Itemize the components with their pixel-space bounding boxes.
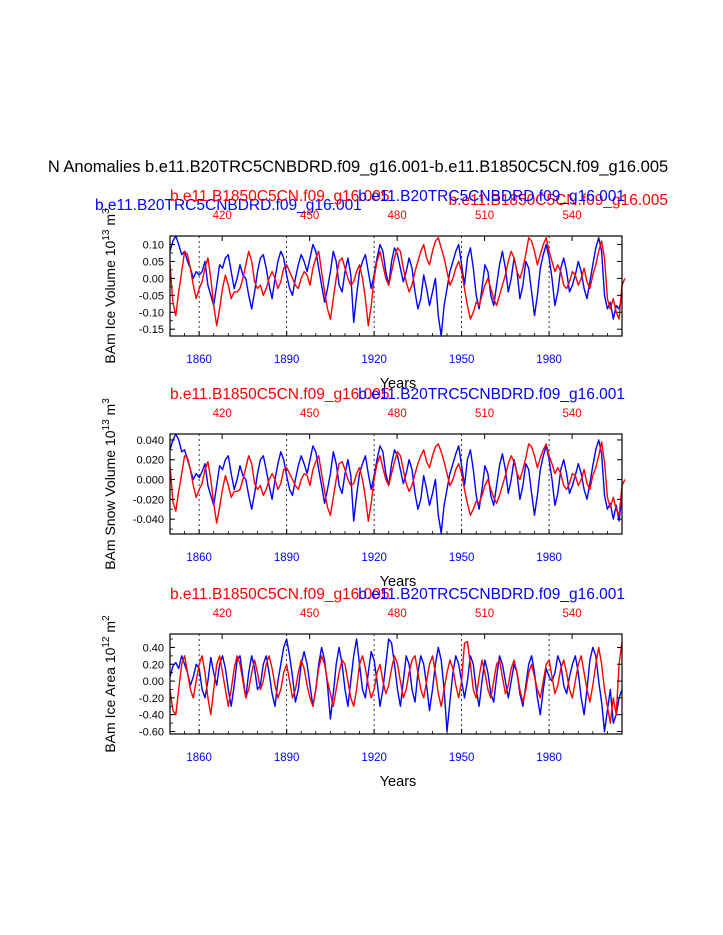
y-tick-label: 0.020 [136, 455, 164, 467]
y-tick-label: -0.040 [133, 514, 164, 526]
x-tick-label-top: 450 [300, 608, 319, 620]
x-tick-label-bottom: 1890 [274, 552, 300, 564]
chart-panel-1: b.e11.B1850C5CN.f09_g16.005b.e11.B20TRC5… [101, 188, 626, 392]
x-tick-label-top: 480 [388, 408, 407, 420]
x-tick-label-top: 480 [388, 210, 407, 222]
y-axis-label: BAm Ice Volume 1013 m3 [101, 208, 118, 364]
y-axis-label-part: BAm Ice Area 10 [102, 647, 118, 752]
y-tick-label: 0.05 [143, 256, 164, 268]
x-tick-label-bottom: 1860 [186, 552, 212, 564]
y-axis-label-part: 13 [101, 419, 112, 431]
y-axis-label-part: BAm Ice Volume 10 [102, 240, 118, 363]
x-tick-label-top: 540 [563, 210, 582, 222]
y-axis-label-part: m [102, 404, 118, 420]
panel-title-right: b.e11.B20TRC5CNBDRD.f09_g16.001 [358, 386, 625, 403]
y-axis-label-part: 2 [101, 615, 112, 621]
y-tick-label: 0.040 [136, 435, 164, 447]
y-tick-label: -0.10 [139, 307, 164, 319]
series-line-blue [169, 433, 623, 534]
x-tick-label-top: 420 [213, 210, 232, 222]
series-line-red [169, 236, 626, 327]
y-axis-label-part: m [102, 621, 118, 637]
x-tick-label-bottom: 1980 [536, 354, 562, 366]
panel-title-left: b.e11.B1850C5CN.f09_g16.005 [170, 188, 389, 205]
panel-title-right: b.e11.B20TRC5CNBDRD.f09_g16.001 [358, 188, 625, 205]
x-tick-label-top: 540 [563, 408, 582, 420]
y-tick-label: 0.10 [143, 239, 164, 251]
plot-frame [169, 633, 623, 735]
chart-panel-3: b.e11.B1850C5CN.f09_g16.005b.e11.B20TRC5… [101, 586, 625, 790]
y-tick-label: -0.15 [139, 324, 164, 336]
x-tick-label-top: 510 [475, 210, 494, 222]
x-axis-label: Years [380, 376, 417, 392]
y-tick-label: -0.05 [139, 290, 164, 302]
y-axis-label-part: 12 [101, 636, 112, 648]
x-tick-label-top: 420 [213, 408, 232, 420]
x-tick-label-bottom: 1890 [274, 752, 300, 764]
panel-title-left: b.e11.B1850C5CN.f09_g16.005 [170, 586, 389, 603]
x-tick-label-bottom: 1860 [186, 752, 212, 764]
x-axis-label: Years [380, 774, 417, 790]
x-tick-label-top: 420 [213, 608, 232, 620]
y-axis-label-part: BAm Snow Volume 10 [102, 430, 118, 570]
x-tick-label-top: 450 [300, 408, 319, 420]
x-tick-label-top: 450 [300, 210, 319, 222]
x-tick-label-bottom: 1860 [186, 354, 212, 366]
y-axis-label-part: m [102, 214, 118, 230]
x-tick-label-bottom: 1950 [449, 752, 475, 764]
plot-frame [169, 433, 623, 535]
y-tick-label: -0.020 [133, 494, 164, 506]
series-line-red [169, 640, 623, 724]
y-axis-label: BAm Snow Volume 1013 m3 [101, 398, 118, 570]
x-tick-label-bottom: 1980 [536, 552, 562, 564]
x-tick-label-top: 480 [388, 608, 407, 620]
x-tick-label-top: 510 [475, 408, 494, 420]
series-line-blue [169, 638, 623, 733]
legend-top-right: b.e11.B1850C5CN.f09_g16.005 [449, 192, 668, 209]
x-tick-label-bottom: 1950 [449, 354, 475, 366]
x-tick-label-bottom: 1920 [361, 752, 387, 764]
x-tick-label-bottom: 1950 [449, 552, 475, 564]
x-tick-label-bottom: 1920 [361, 552, 387, 564]
y-tick-label: 0.000 [136, 475, 164, 487]
y-tick-label: 0.40 [143, 642, 164, 654]
x-tick-label-bottom: 1890 [274, 354, 300, 366]
y-tick-label: 0.20 [143, 659, 164, 671]
y-axis-label: BAm Ice Area 1012 m2 [101, 615, 118, 753]
x-tick-label-bottom: 1920 [361, 354, 387, 366]
y-tick-label: 0.00 [143, 273, 164, 285]
y-axis-label-part: 13 [101, 229, 112, 241]
plot-frame [169, 235, 623, 337]
y-axis-label-part: 3 [101, 398, 112, 404]
chart-panel-2: b.e11.B1850C5CN.f09_g16.005b.e11.B20TRC5… [101, 386, 626, 590]
x-axis-label: Years [380, 574, 417, 590]
y-tick-label: 0.00 [143, 676, 164, 688]
x-tick-label-top: 540 [563, 608, 582, 620]
y-tick-label: -0.60 [139, 726, 164, 738]
legend-top-left: b.e11.B20TRC5CNBDRD.f09_g16.001 [95, 197, 362, 214]
panel-title-right: b.e11.B20TRC5CNBDRD.f09_g16.001 [358, 586, 625, 603]
x-tick-label-top: 510 [475, 608, 494, 620]
panel-title-left: b.e11.B1850C5CN.f09_g16.005 [170, 386, 389, 403]
y-tick-label: -0.20 [139, 693, 164, 705]
x-tick-label-bottom: 1980 [536, 752, 562, 764]
series-line-red [169, 441, 626, 524]
y-tick-label: -0.40 [139, 710, 164, 722]
main-title: N Anomalies b.e11.B20TRC5CNBDRD.f09_g16.… [48, 158, 668, 176]
y-axis-label-part: 3 [101, 208, 112, 214]
